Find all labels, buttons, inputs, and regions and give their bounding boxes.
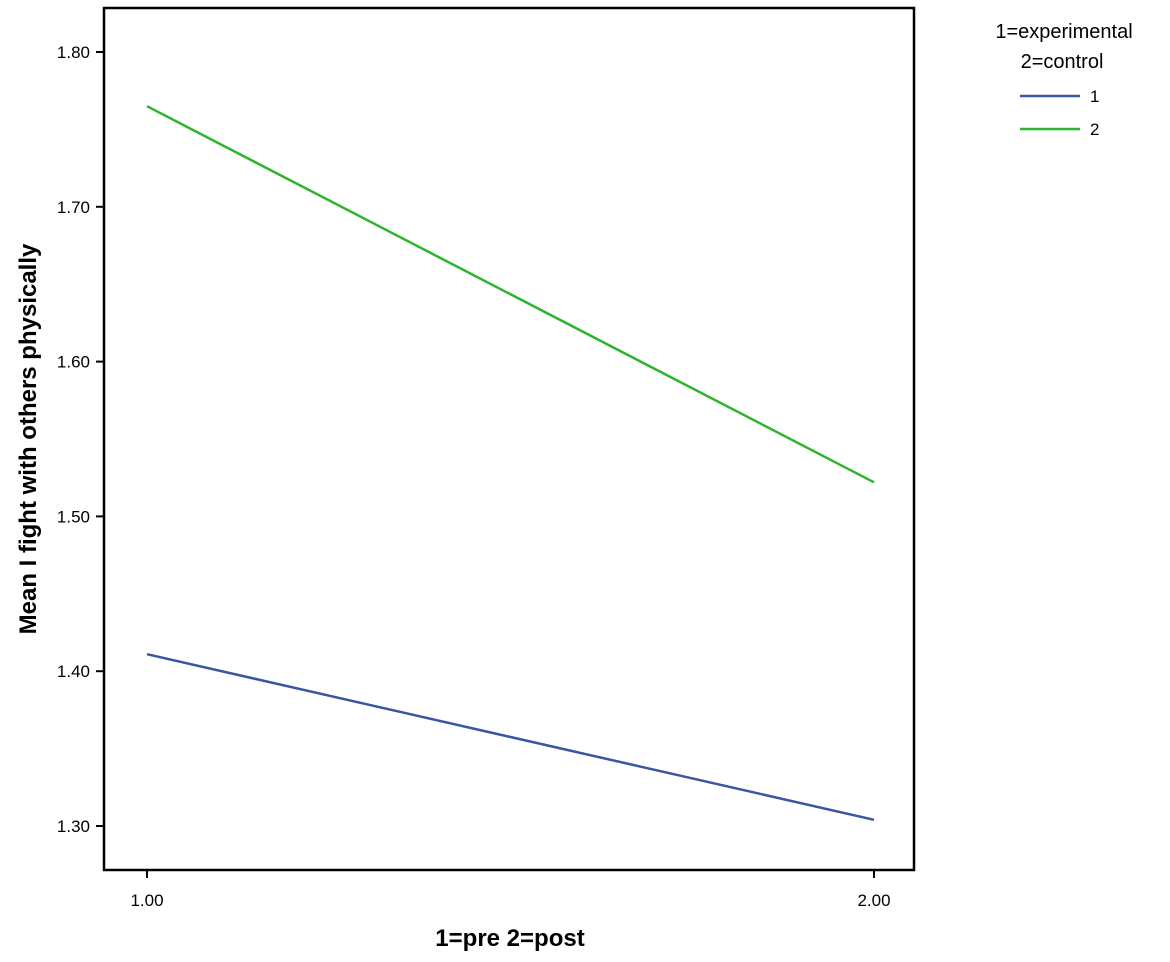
series-line-2 bbox=[146, 105, 875, 484]
y-tick-label: 1.70 bbox=[57, 198, 90, 217]
legend-title-line-1: 1=experimental bbox=[995, 21, 1132, 43]
legend-label-1: 1 bbox=[1090, 87, 1099, 106]
series-lines bbox=[146, 105, 875, 822]
x-tick-label: 1.00 bbox=[130, 891, 163, 910]
plot-frame bbox=[102, 6, 916, 872]
y-axis: 1.30 1.40 1.50 1.60 1.70 1.80 bbox=[57, 43, 104, 836]
legend-label-2: 2 bbox=[1090, 120, 1099, 139]
x-axis: 1.00 2.00 bbox=[130, 870, 891, 910]
x-axis-title: 1=pre 2=post bbox=[435, 925, 584, 952]
x-tick-label: 2.00 bbox=[857, 891, 890, 910]
legend: 1=experimental 2=control 1 2 bbox=[995, 21, 1132, 139]
y-axis-title: Mean I fight with others physically bbox=[15, 243, 42, 634]
y-tick-label: 1.80 bbox=[57, 43, 90, 62]
y-tick-label: 1.60 bbox=[57, 353, 90, 372]
series-line-1 bbox=[146, 652, 875, 822]
y-tick-label: 1.50 bbox=[57, 507, 90, 526]
legend-title-line-2: 2=control bbox=[1021, 51, 1104, 73]
y-tick-label: 1.30 bbox=[57, 817, 90, 836]
y-tick-label: 1.40 bbox=[57, 662, 90, 681]
